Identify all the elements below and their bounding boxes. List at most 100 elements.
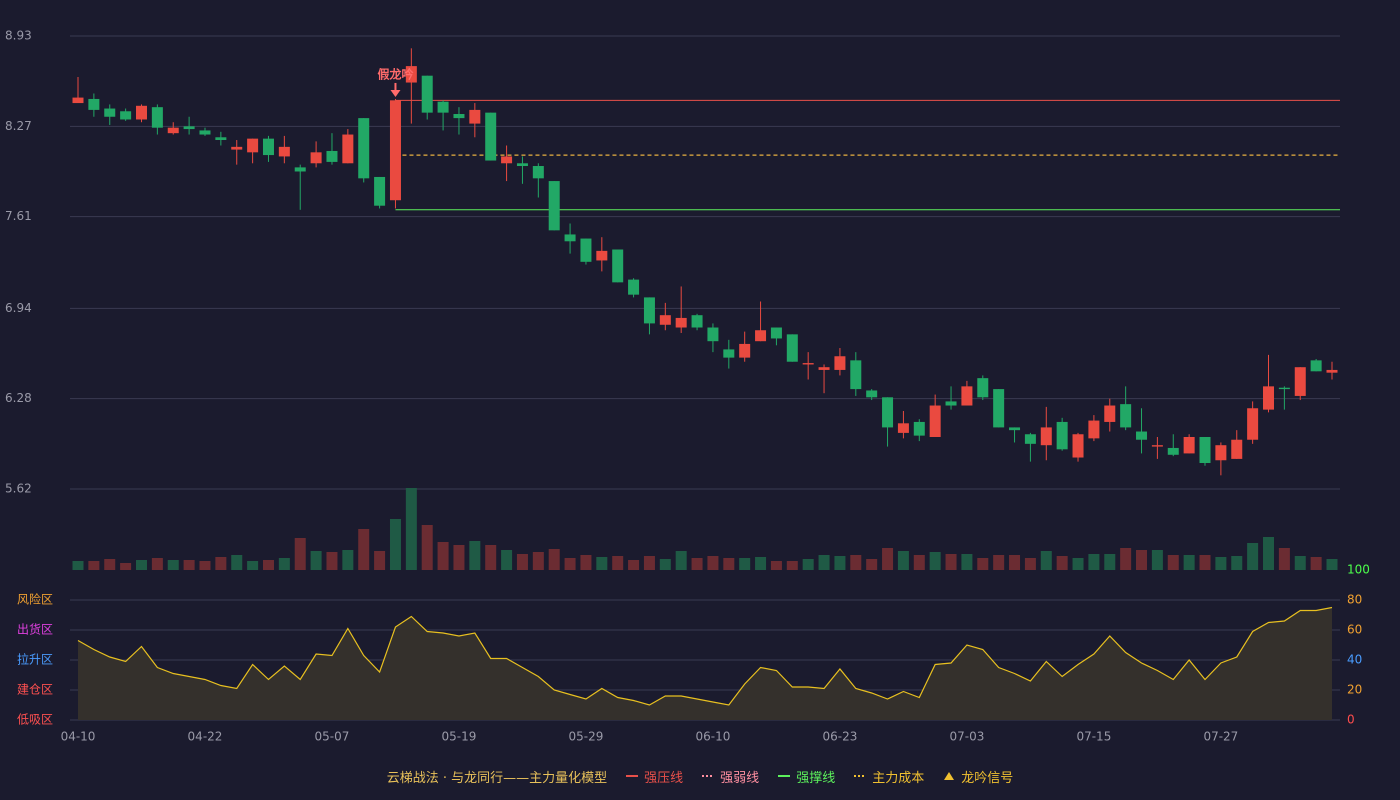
osc-tick-label: 100 — [1347, 563, 1370, 577]
x-tick-label: 05-07 — [315, 730, 350, 744]
volume-bar — [612, 556, 624, 570]
candle-body — [1294, 367, 1306, 396]
legend-item[interactable]: 龙吟信号 — [942, 767, 1013, 786]
volume-bar — [770, 561, 782, 570]
volume-bar — [834, 556, 846, 570]
candle-body — [1278, 387, 1290, 390]
candle-body — [167, 127, 179, 134]
candle-body — [786, 334, 798, 362]
volume-bar — [866, 559, 878, 570]
volume-bar — [739, 558, 751, 570]
candle-body — [516, 163, 528, 167]
candle-body — [1088, 420, 1100, 439]
volume-bar — [596, 557, 608, 570]
legend: 云梯战法 · 与龙同行——主力量化模型 强压线 强弱线 强撑线 主力成本 龙吟信号 — [0, 764, 1400, 788]
volume-bar — [389, 519, 401, 570]
volume-bar — [1183, 555, 1195, 570]
candle-body — [1151, 445, 1163, 447]
candle-body — [215, 137, 227, 141]
candle-body — [1247, 408, 1259, 440]
candle-body — [866, 390, 878, 398]
candle-body — [1104, 405, 1116, 422]
volume-bar — [421, 525, 433, 570]
volume-bar — [374, 551, 386, 570]
volume-bar — [945, 554, 957, 570]
candle-body — [548, 181, 560, 231]
y-tick-label: 6.28 — [5, 391, 32, 405]
volume-bar — [659, 559, 671, 570]
volume-bar — [643, 556, 655, 570]
candle-body — [1136, 431, 1148, 440]
legend-label: 强压线 — [644, 770, 684, 786]
legend-item[interactable]: 强弱线 — [701, 767, 759, 786]
volume-bar — [215, 557, 227, 570]
candle-body — [564, 234, 576, 242]
legend-icon — [626, 775, 639, 777]
volume-bar — [882, 548, 894, 570]
volume-bar — [88, 561, 100, 570]
candle-body — [374, 176, 386, 206]
volume-bar — [1199, 555, 1211, 570]
volume-bar — [310, 551, 322, 570]
candle-body — [596, 250, 608, 261]
candle-body — [278, 146, 290, 157]
candle-body — [1120, 404, 1132, 428]
volume-bar — [278, 558, 290, 570]
candle-body — [802, 363, 814, 365]
candle-body — [723, 349, 735, 358]
oscillator-area — [78, 607, 1332, 720]
volume-bar — [469, 541, 481, 570]
volume-bar — [1294, 556, 1306, 570]
candle-body — [945, 401, 957, 406]
volume-bar — [1024, 558, 1036, 570]
candle-body — [739, 343, 751, 358]
volume-bar — [342, 550, 354, 570]
candle-body — [326, 150, 338, 162]
volume-bar — [1263, 537, 1275, 570]
candle-body — [342, 134, 354, 164]
annotation: 假龙吟 — [377, 66, 413, 81]
volume-bar — [120, 563, 132, 570]
candle-body — [405, 66, 417, 83]
volume-bar — [1151, 550, 1163, 570]
candle-body — [580, 238, 592, 262]
volume-bar — [897, 551, 909, 570]
candle-body — [961, 386, 973, 406]
legend-title: 云梯战法 · 与龙同行——主力量化模型 — [386, 770, 608, 786]
zone-label: 拉升区 — [17, 652, 53, 667]
candle-body — [1024, 434, 1036, 444]
volume-bar — [1104, 554, 1116, 570]
volume-bar — [1056, 556, 1068, 570]
volume-bar — [1136, 550, 1148, 570]
volume-bar — [564, 558, 576, 570]
volume-bar — [262, 560, 274, 570]
candle-body — [294, 167, 306, 172]
volume-bar — [247, 561, 259, 570]
volume-bar — [1009, 555, 1021, 570]
osc-tick-label: 40 — [1347, 653, 1362, 667]
legend-item[interactable]: 强压线 — [625, 767, 683, 786]
chart: 5.62 6.28 6.94 7.61 8.27 8.93 0 20 40 60 80 100 风险区出… — [5, 29, 1370, 744]
x-tick-label: 05-29 — [569, 730, 604, 744]
x-tick-label: 06-23 — [822, 730, 857, 744]
candle-body — [770, 327, 782, 339]
candle-body — [469, 109, 481, 124]
volume-bar — [1215, 557, 1227, 570]
volume-bar — [72, 561, 84, 570]
candle-body — [755, 330, 767, 342]
volume-bar — [1040, 551, 1052, 570]
candle-body — [1040, 427, 1052, 446]
volume-bar — [913, 555, 925, 570]
legend-item[interactable]: 强撑线 — [777, 767, 835, 786]
candle-body — [675, 317, 687, 328]
legend-item[interactable]: 主力成本 — [853, 767, 924, 786]
volume-bar — [358, 529, 370, 570]
legend-icon — [854, 775, 867, 777]
y-tick-label: 7.61 — [5, 209, 32, 223]
candle-body — [532, 166, 544, 179]
volume-bar — [151, 558, 163, 570]
candle-body — [913, 421, 925, 436]
x-tick-label: 07-27 — [1203, 730, 1238, 744]
volume-bar — [1278, 548, 1290, 570]
candle-body — [1009, 427, 1021, 431]
